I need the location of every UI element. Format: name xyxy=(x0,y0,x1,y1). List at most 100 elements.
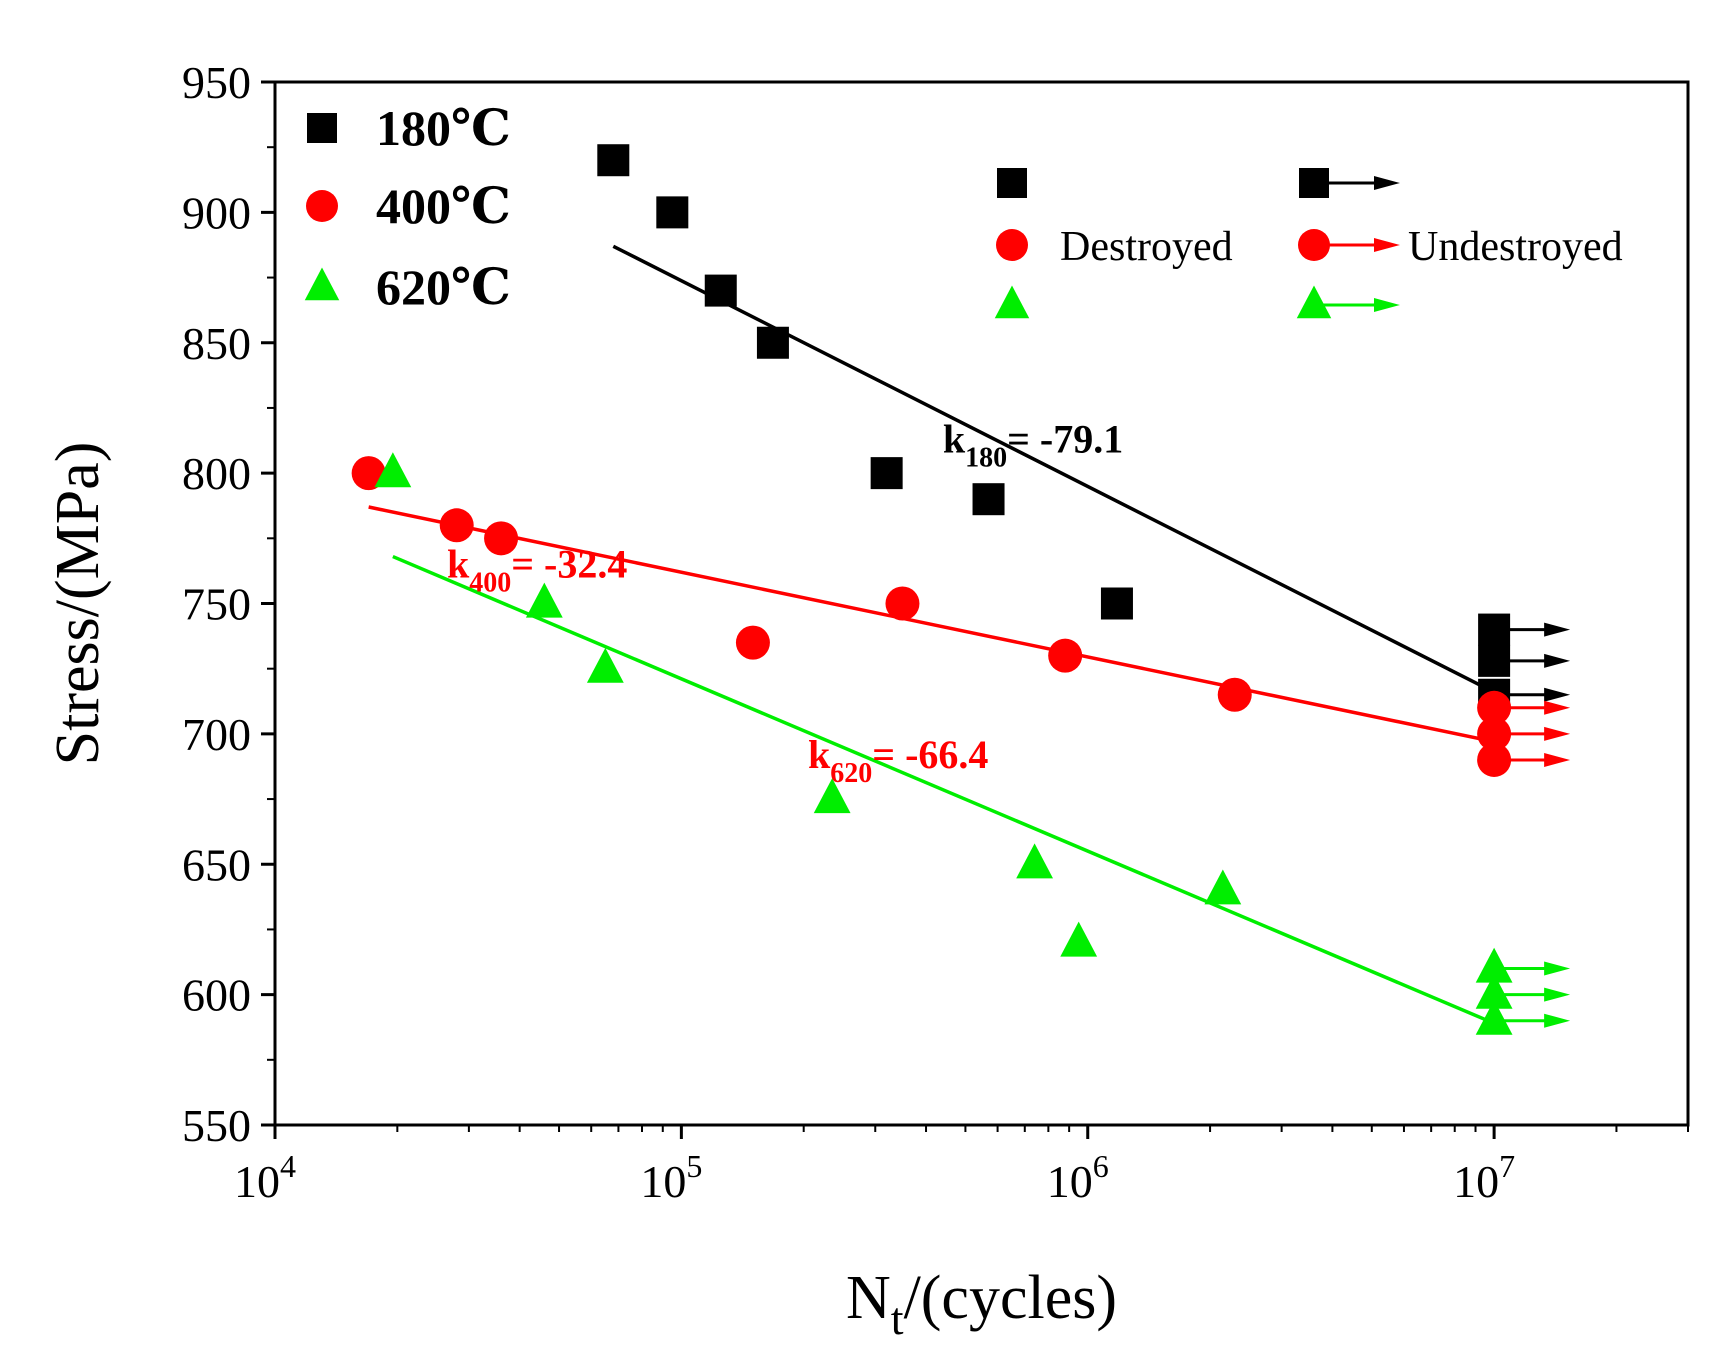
runout-arrow-1 xyxy=(1494,726,1571,741)
slope-label-0: k180= -79.1 xyxy=(943,416,1123,473)
status-arrow-2-head xyxy=(1374,298,1400,312)
runout-arrow-0-head xyxy=(1544,653,1571,668)
runout-arrow-2-head xyxy=(1544,1013,1571,1028)
runout-arrow-1 xyxy=(1494,700,1571,715)
y-tick-label: 600 xyxy=(182,970,251,1021)
slope-k: k xyxy=(808,732,831,777)
status-destroyed-marker-1 xyxy=(996,229,1028,261)
runout-arrow-2 xyxy=(1494,961,1571,976)
x-tick-exponent: 6 xyxy=(1093,1148,1109,1184)
slope-subscript: 620 xyxy=(830,758,872,789)
slope-value: = -32.4 xyxy=(511,541,627,586)
legend-marker-1 xyxy=(306,190,338,222)
slope-k: k xyxy=(943,416,966,461)
runout-arrow-0-head xyxy=(1544,687,1571,702)
data-point-1 xyxy=(439,508,474,543)
runout-arrow-0 xyxy=(1494,653,1571,668)
runout-arrow-2 xyxy=(1494,1013,1571,1028)
y-tick-label: 650 xyxy=(182,839,251,890)
y-tick-label: 700 xyxy=(182,709,251,760)
x-tick-base: 10 xyxy=(640,1156,686,1207)
data-point-1 xyxy=(351,456,386,491)
data-point-0 xyxy=(870,457,903,490)
status-undestroyed-marker-2 xyxy=(1296,285,1332,319)
legend-label-2: 620℃ xyxy=(376,259,511,315)
data-point-1 xyxy=(885,586,920,621)
status-destroyed-marker-2 xyxy=(994,285,1030,319)
y-tick-label: 850 xyxy=(182,318,251,369)
y-tick-label: 550 xyxy=(182,1100,251,1151)
x-tick-label: 105 xyxy=(640,1148,702,1207)
x-tick-base: 10 xyxy=(234,1156,280,1207)
data-point-1 xyxy=(1217,677,1252,712)
status-destroyed-label: Destroyed xyxy=(1060,224,1233,270)
data-point-2 xyxy=(813,778,851,814)
y-tick-label: 750 xyxy=(182,579,251,630)
x-axis-title-subscript: t xyxy=(891,1293,904,1344)
status-arrow-0 xyxy=(1314,176,1400,190)
runout-point-2 xyxy=(1475,999,1513,1035)
x-tick-exponent: 7 xyxy=(1499,1148,1515,1184)
runout-arrow-1 xyxy=(1494,752,1571,767)
runout-point-2 xyxy=(1475,947,1513,983)
data-point-1 xyxy=(484,521,519,556)
legend-marker-2 xyxy=(304,267,340,301)
y-tick-label: 900 xyxy=(182,187,251,238)
x-tick-label: 107 xyxy=(1453,1148,1515,1207)
y-axis-title: Stress/(MPa) xyxy=(44,442,112,766)
x-tick-label: 106 xyxy=(1047,1148,1109,1207)
x-axis-title-rest: /(cycles) xyxy=(904,1264,1117,1332)
slope-subscript: 400 xyxy=(469,567,511,598)
data-point-2 xyxy=(1204,869,1242,905)
data-point-1 xyxy=(1048,638,1083,673)
x-tick-base: 10 xyxy=(1453,1156,1499,1207)
x-tick-base: 10 xyxy=(1047,1156,1093,1207)
data-point-0 xyxy=(756,326,789,359)
legend-marker-0 xyxy=(307,113,337,143)
fit-line-1 xyxy=(368,505,1495,744)
data-point-2 xyxy=(586,647,624,683)
x-tick-exponent: 5 xyxy=(686,1148,702,1184)
slope-label-1: k400= -32.4 xyxy=(447,541,627,598)
status-arrow-1-head xyxy=(1374,238,1400,252)
y-tick-label: 800 xyxy=(182,448,251,499)
slope-value: = -66.4 xyxy=(872,732,988,777)
status-arrow-2 xyxy=(1314,298,1400,312)
status-arrow-0-head xyxy=(1374,176,1400,190)
data-point-0 xyxy=(704,274,737,307)
fit-line-2 xyxy=(392,554,1495,1025)
data-point-1 xyxy=(735,625,770,660)
runout-arrow-0-head xyxy=(1544,622,1571,637)
legend-label-1: 400℃ xyxy=(376,178,511,234)
runout-arrow-2-head xyxy=(1544,961,1571,976)
data-point-0 xyxy=(972,483,1005,516)
runout-arrow-2-head xyxy=(1544,987,1571,1002)
runout-arrow-1-head xyxy=(1544,700,1571,715)
runout-arrow-1-head xyxy=(1544,752,1571,767)
slope-subscript: 180 xyxy=(965,442,1007,473)
x-axis-title-main: N xyxy=(846,1264,891,1332)
runout-point-2 xyxy=(1475,973,1513,1009)
legend-label-0: 180℃ xyxy=(376,100,511,156)
slope-label-2: k620= -66.4 xyxy=(808,732,988,789)
runout-arrow-1-head xyxy=(1544,726,1571,741)
x-tick-exponent: 4 xyxy=(280,1148,296,1184)
runout-arrow-2 xyxy=(1494,987,1571,1002)
fit-line-0 xyxy=(612,244,1495,694)
data-point-2 xyxy=(1060,921,1098,957)
data-point-2 xyxy=(1016,843,1054,879)
data-point-0 xyxy=(597,144,630,177)
x-tick-label: 104 xyxy=(234,1148,296,1207)
slope-value: = -79.1 xyxy=(1007,416,1123,461)
y-tick-label: 950 xyxy=(182,57,251,108)
status-destroyed-marker-0 xyxy=(997,168,1027,198)
slope-k: k xyxy=(447,541,470,586)
data-point-2 xyxy=(525,582,563,618)
status-arrow-1 xyxy=(1314,238,1400,252)
status-undestroyed-label: Undestroyed xyxy=(1408,224,1623,270)
runout-arrow-0 xyxy=(1494,622,1571,637)
x-axis-title: Nt/(cycles) xyxy=(846,1264,1117,1344)
